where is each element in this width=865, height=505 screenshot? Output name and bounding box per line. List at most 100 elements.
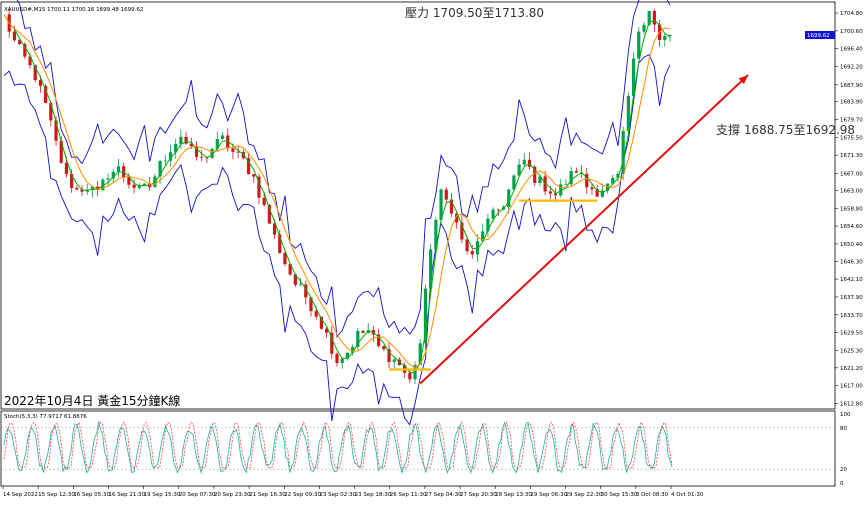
chart-caption: 2022年10月4日 黃金15分鐘K線 [4, 393, 180, 408]
candle [288, 263, 292, 276]
candle-body [200, 156, 204, 158]
price-tick-label: 1687.90 [840, 83, 863, 89]
candle-body [637, 31, 641, 59]
candle-body [288, 264, 292, 275]
candle-body [449, 199, 454, 214]
candle [283, 250, 287, 267]
candle [481, 224, 485, 243]
candle-body [210, 148, 214, 158]
candle [106, 173, 110, 187]
stoch-tick-label: 0 [840, 481, 844, 487]
candle-body [481, 231, 485, 242]
candle-body [252, 174, 256, 177]
candle-body [585, 173, 589, 188]
candle-body [330, 332, 334, 354]
candle [304, 280, 308, 305]
time-tick-label: 27 Sep 04:30 [425, 492, 462, 498]
candle-body [429, 249, 433, 289]
candle [585, 167, 589, 194]
candle-body [189, 143, 193, 147]
symbol-info: XAUUSD#,M15 1700.11 1700.16 1699.48 1699… [4, 7, 143, 13]
candle-body [377, 334, 381, 347]
candle-body [455, 213, 459, 223]
candle-body [553, 193, 558, 196]
price-tick-label: 1625.30 [840, 348, 863, 354]
candle-body [241, 152, 245, 159]
time-tick-label: 23 Sep 02:30 [319, 492, 356, 498]
candle-body [652, 11, 656, 25]
candle [194, 141, 199, 161]
candle-body [75, 187, 79, 190]
candle-body [470, 251, 474, 255]
candle-body [512, 175, 516, 190]
price-tick-label: 1658.80 [840, 206, 863, 212]
candle-body [418, 343, 422, 365]
candle [116, 158, 121, 177]
candle [600, 183, 604, 198]
candle [293, 273, 297, 288]
candle-body [236, 151, 240, 153]
candle-body [486, 218, 490, 232]
candle-body [220, 135, 225, 139]
candle-body [304, 284, 308, 298]
current-price-label: 1699.62 [807, 33, 830, 39]
candle-body [382, 346, 386, 350]
candle [257, 173, 261, 205]
candle [444, 187, 448, 204]
candle-body [111, 171, 115, 179]
candle-body [80, 189, 84, 192]
trendline [419, 74, 749, 385]
candle-body [574, 170, 578, 173]
current-price-tag [805, 31, 835, 40]
candle-body [116, 166, 121, 172]
candle [533, 165, 537, 187]
time-tick-label: 22 Sep 09:30 [284, 492, 321, 498]
price-tick-label: 1671.30 [840, 153, 863, 159]
time-tick-label: 30 Sep 15:30 [601, 492, 638, 498]
price-tick-label: 1646.30 [840, 259, 863, 265]
candle-body [137, 185, 141, 188]
main-panel-frame [0, 1, 836, 410]
candle [210, 147, 214, 160]
candle [538, 174, 542, 186]
candle-body [278, 234, 282, 253]
candle-body [293, 274, 297, 285]
price-tick-label: 1696.40 [840, 47, 863, 53]
time-tick-label: 29 Sep 22:30 [566, 492, 603, 498]
time-tick-label: 15 Sep 12:30 [38, 492, 75, 498]
trendline-layer [419, 74, 749, 385]
candle-body [90, 186, 95, 190]
candle-body [392, 359, 396, 363]
candle-body [642, 24, 646, 32]
candle-body [444, 189, 448, 200]
time-tick-label: 28 Sep 13:30 [495, 492, 532, 498]
bollinger-upper [16, 0, 671, 338]
candle-body [283, 252, 287, 265]
candle [179, 129, 183, 149]
candle-body [44, 85, 48, 103]
time-tick-label: 14 Sep 2022 [3, 492, 38, 498]
time-tick-label: 26 Sep 11:30 [390, 492, 427, 498]
candle [111, 168, 115, 183]
candle-body [356, 330, 360, 347]
candle-body [590, 187, 594, 190]
price-tick-label: 1663.00 [840, 188, 863, 194]
candle [434, 217, 438, 254]
price-tick-label: 1679.70 [840, 118, 863, 124]
ma-fast-line [3, 14, 671, 373]
stoch-panel-frame [0, 410, 836, 487]
candle [361, 330, 365, 334]
candle-body [496, 209, 500, 211]
time-tick-label: 16 Sep 05:30 [73, 492, 110, 498]
candle [23, 42, 27, 60]
time-tick-label: 20 Sep 23:30 [214, 492, 251, 498]
candle [564, 178, 568, 186]
candle-body [465, 239, 469, 252]
price-tick-label: 1629.50 [840, 331, 863, 337]
candle-body [142, 183, 147, 186]
bollinger-bands [3, 0, 671, 426]
candle-body [616, 173, 620, 178]
candle-body [507, 189, 511, 208]
candle [163, 154, 167, 166]
candle [626, 91, 630, 132]
